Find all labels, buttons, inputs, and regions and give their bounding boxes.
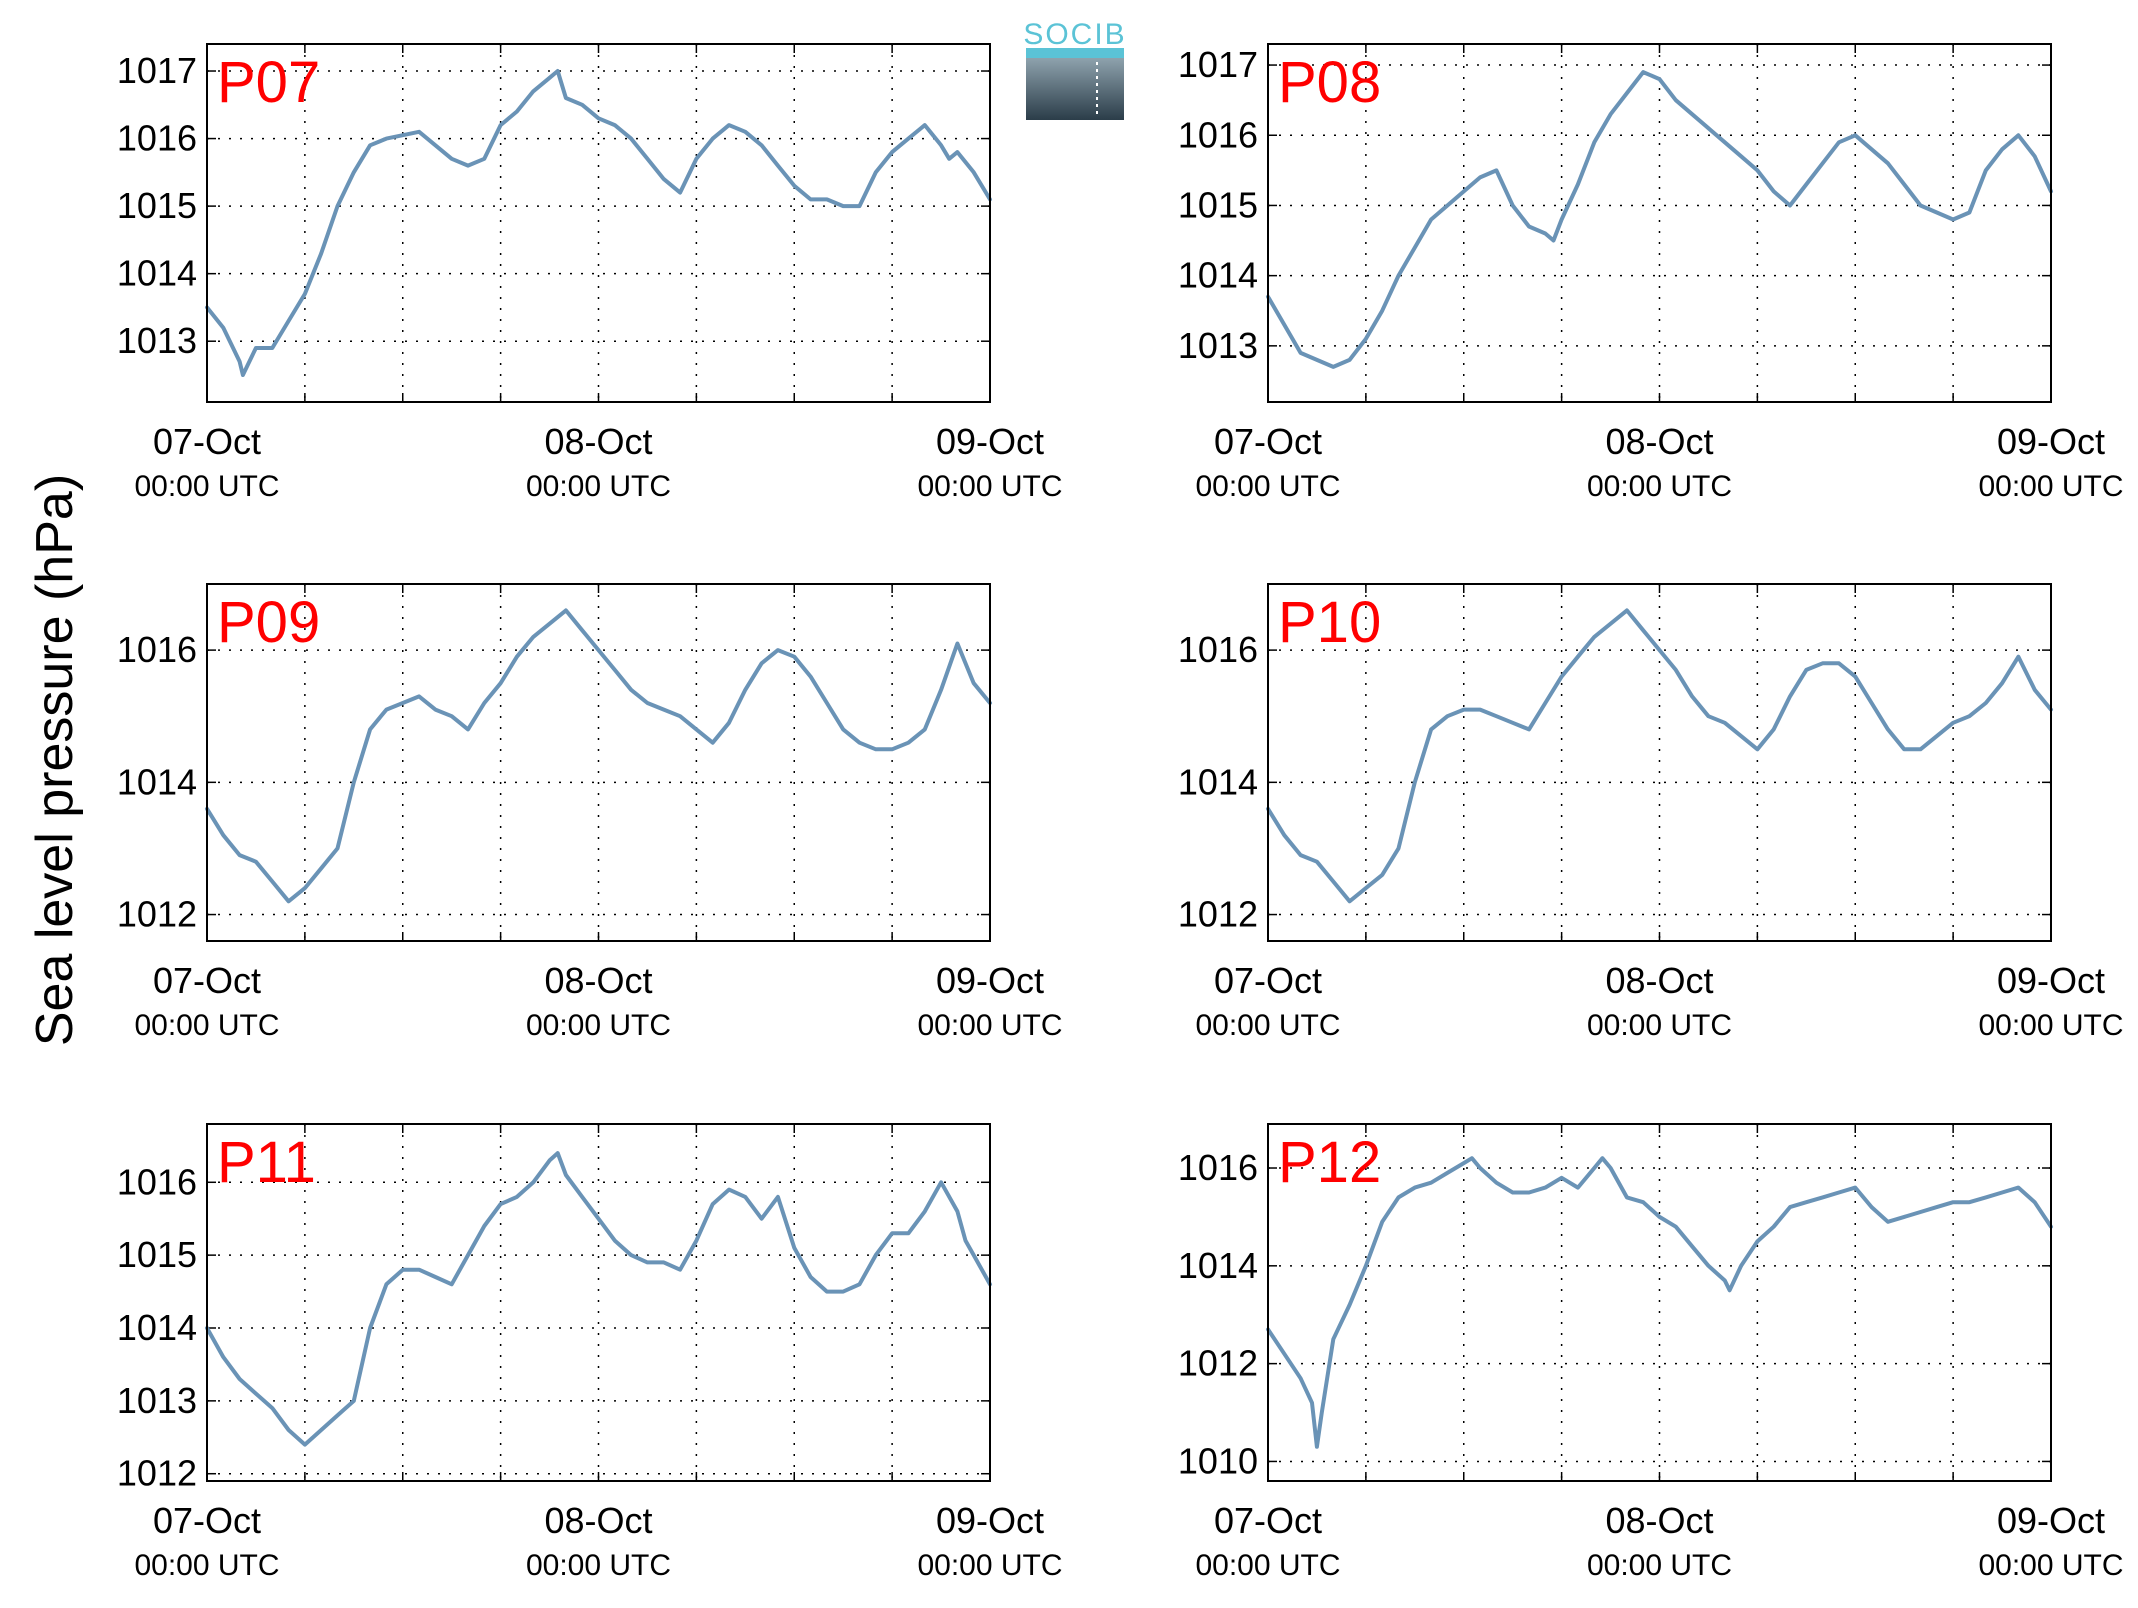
socib-logo: SOCIB	[1023, 18, 1126, 120]
y-tick-label: 1015	[117, 185, 197, 226]
panel-label: P12	[1278, 1130, 1381, 1195]
y-tick-label: 1016	[1178, 629, 1258, 670]
y-tick-label: 1014	[1178, 255, 1258, 296]
x-tick-sublabel: 00:00 UTC	[917, 470, 1062, 503]
x-tick-sublabel: 00:00 UTC	[1587, 1009, 1732, 1042]
panel-label: P07	[217, 50, 320, 115]
series-line-p09	[205, 608, 992, 904]
x-tick-sublabel: 00:00 UTC	[1978, 470, 2123, 503]
x-tick-sublabel: 00:00 UTC	[1195, 1009, 1340, 1042]
y-tick-label: 1012	[117, 1453, 197, 1494]
axes-frame	[1267, 583, 2052, 942]
panel-p10: 1012 1014 1016 07-Oct 00:00 UTC 08-Oct 00:00 U…	[1178, 583, 2124, 1042]
x-tick-sublabel: 00:00 UTC	[917, 1009, 1062, 1042]
x-tick-sublabel: 00:00 UTC	[134, 1549, 279, 1582]
x-tick-label: 07-Oct	[153, 421, 261, 462]
x-tick-label: 09-Oct	[1997, 421, 2105, 462]
x-tick-label: 09-Oct	[936, 960, 1044, 1001]
x-tick-sublabel: 00:00 UTC	[526, 470, 671, 503]
y-tick-label: 1013	[1178, 325, 1258, 366]
x-tick-sublabel: 00:00 UTC	[1587, 1549, 1732, 1582]
y-tick-label: 1014	[117, 761, 197, 802]
x-tick-label: 07-Oct	[1214, 1500, 1322, 1541]
series-line-p12	[1266, 1156, 2053, 1449]
y-tick-label: 1016	[117, 118, 197, 159]
series-line-p10	[1266, 608, 2053, 904]
series-line-p07	[205, 69, 992, 377]
x-tick-sublabel: 00:00 UTC	[1978, 1009, 2123, 1042]
x-tick-label: 08-Oct	[544, 960, 652, 1001]
x-tick-label: 07-Oct	[153, 960, 261, 1001]
x-tick-label: 09-Oct	[936, 1500, 1044, 1541]
y-tick-label: 1014	[1178, 1245, 1258, 1286]
x-tick-label: 08-Oct	[1605, 421, 1713, 462]
panel-label: P11	[217, 1130, 316, 1195]
logo-bar	[1026, 48, 1124, 58]
x-tick-sublabel: 00:00 UTC	[1195, 470, 1340, 503]
y-tick-label: 1016	[1178, 1147, 1258, 1188]
logo-text: SOCIB	[1023, 18, 1126, 51]
series-line-p11	[205, 1151, 992, 1447]
x-tick-sublabel: 00:00 UTC	[526, 1009, 671, 1042]
axes-frame	[1267, 43, 2052, 403]
panels: 1013 1014 1015 1016 1017 07-Oct 00:00 UTC 08-Oc…	[117, 43, 2124, 1582]
y-tick-label: 1016	[117, 1161, 197, 1202]
x-tick-label: 08-Oct	[544, 1500, 652, 1541]
y-tick-label: 1014	[117, 1307, 197, 1348]
x-tick-sublabel: 00:00 UTC	[134, 1009, 279, 1042]
x-tick-label: 09-Oct	[1997, 1500, 2105, 1541]
panel-p12: 1010 1012 1014 1016 07-Oct 00:00 UTC 08-Oct 00:…	[1178, 1123, 2124, 1582]
y-tick-label: 1017	[117, 50, 197, 91]
x-tick-sublabel: 00:00 UTC	[526, 1549, 671, 1582]
y-axis-label: Sea level pressure (hPa)	[26, 474, 84, 1046]
axes-frame	[1267, 1123, 2052, 1482]
y-tick-label: 1010	[1178, 1440, 1258, 1481]
y-tick-label: 1014	[117, 253, 197, 294]
y-tick-label: 1016	[1178, 114, 1258, 155]
x-tick-sublabel: 00:00 UTC	[1195, 1549, 1340, 1582]
y-tick-label: 1012	[1178, 1343, 1258, 1384]
x-tick-sublabel: 00:00 UTC	[917, 1549, 1062, 1582]
x-tick-label: 07-Oct	[153, 1500, 261, 1541]
x-tick-sublabel: 00:00 UTC	[134, 470, 279, 503]
x-tick-label: 08-Oct	[1605, 1500, 1713, 1541]
panel-p07: 1013 1014 1015 1016 1017 07-Oct 00:00 UTC 08-Oc…	[117, 43, 1063, 503]
panel-p09: 1012 1014 1016 07-Oct 00:00 UTC 08-Oct 00:00 U…	[117, 583, 1063, 1042]
x-tick-label: 08-Oct	[544, 421, 652, 462]
panel-p08: 1013 1014 1015 1016 1017 07-Oct 00:00 UTC 08-Oc…	[1178, 43, 2124, 503]
series-line-p08	[1266, 70, 2053, 369]
x-tick-sublabel: 00:00 UTC	[1587, 470, 1732, 503]
logo-block	[1026, 58, 1124, 120]
y-tick-label: 1013	[117, 1380, 197, 1421]
axes-frame	[206, 1123, 991, 1482]
y-tick-label: 1015	[117, 1234, 197, 1275]
y-tick-label: 1014	[1178, 761, 1258, 802]
x-tick-label: 07-Oct	[1214, 960, 1322, 1001]
y-tick-label: 1012	[1178, 894, 1258, 935]
x-tick-label: 08-Oct	[1605, 960, 1713, 1001]
y-tick-label: 1017	[1178, 44, 1258, 85]
axes-frame	[206, 43, 991, 403]
axes-frame	[206, 583, 991, 942]
x-tick-label: 09-Oct	[1997, 960, 2105, 1001]
y-tick-label: 1016	[117, 629, 197, 670]
panel-label: P10	[1278, 590, 1381, 655]
panel-p11: 1012 1013 1014 1015 1016 07-Oct 00:00 UTC 08-Oc…	[117, 1123, 1063, 1582]
panel-label: P08	[1278, 50, 1381, 115]
y-tick-label: 1013	[117, 320, 197, 361]
x-tick-label: 07-Oct	[1214, 421, 1322, 462]
x-tick-sublabel: 00:00 UTC	[1978, 1549, 2123, 1582]
panel-label: P09	[217, 590, 320, 655]
y-tick-label: 1012	[117, 894, 197, 935]
y-tick-label: 1015	[1178, 184, 1258, 225]
x-tick-label: 09-Oct	[936, 421, 1044, 462]
